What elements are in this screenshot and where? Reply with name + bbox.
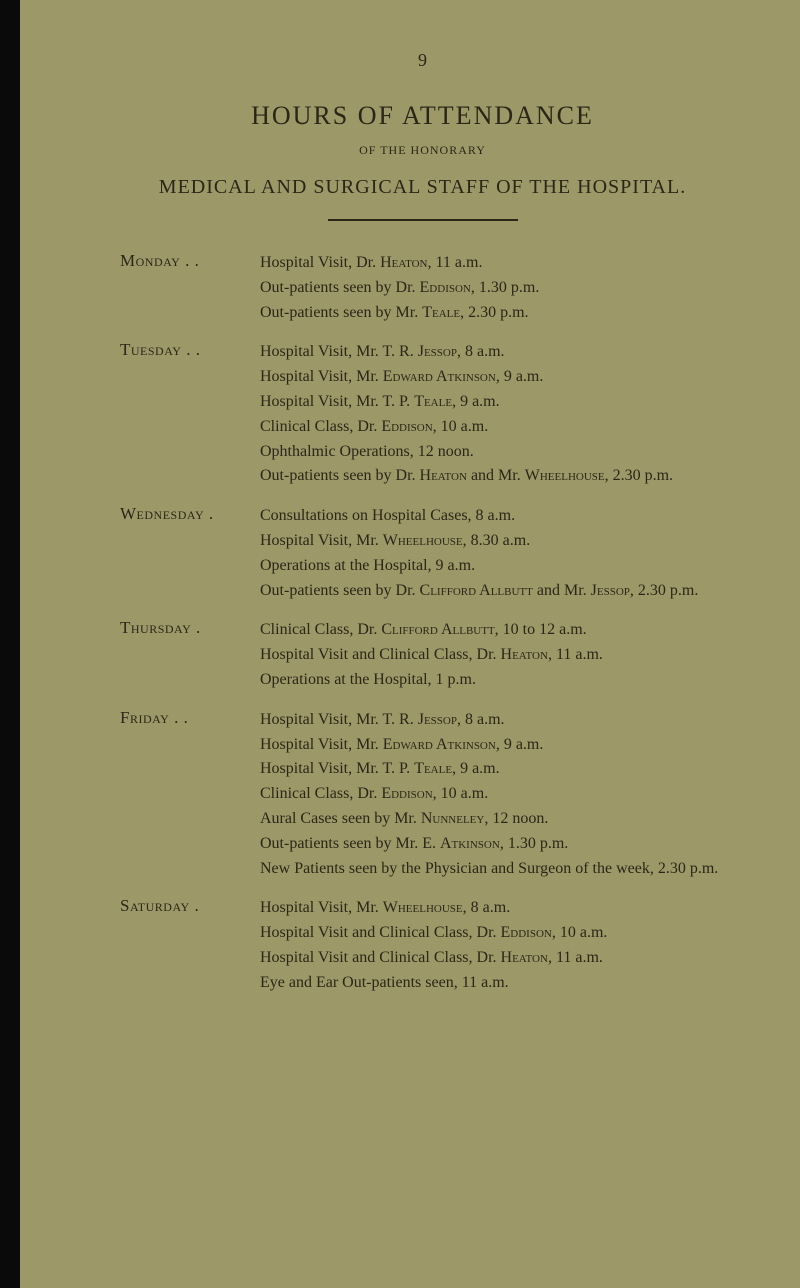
schedule-entry: Operations at the Hospital, 9 a.m. [260,554,725,579]
schedule-entry: Hospital Visit and Clinical Class, Dr. E… [260,921,725,946]
schedule-entry: Operations at the Hospital, 1 p.m. [260,668,725,693]
day-label: Monday . . [120,251,260,340]
day-label: Tuesday . . [120,340,260,504]
day-entries: Consultations on Hospital Cases, 8 a.m.H… [260,504,725,618]
day-row: Thursday .Clinical Class, Dr. Clifford A… [120,618,725,707]
schedule-entry: Aural Cases seen by Mr. Nunneley, 12 noo… [260,807,725,832]
schedule-entry: Hospital Visit, Mr. Edward Atkinson, 9 a… [260,365,725,390]
page-number: 9 [120,50,725,71]
schedule-entry: Hospital Visit, Mr. Wheelhouse, 8 a.m. [260,896,725,921]
schedule-entry: Ophthalmic Operations, 12 noon. [260,440,725,465]
schedule-entry: Out-patients seen by Dr. Heaton and Mr. … [260,464,725,489]
schedule-entry: Clinical Class, Dr. Eddison, 10 a.m. [260,415,725,440]
day-row: Saturday .Hospital Visit, Mr. Wheelhouse… [120,896,725,1010]
divider [328,219,518,221]
schedule-entry: New Patients seen by the Physician and S… [260,857,725,882]
day-label: Wednesday . [120,504,260,618]
schedule-entry: Hospital Visit and Clinical Class, Dr. H… [260,946,725,971]
day-entries: Clinical Class, Dr. Clifford Allbutt, 10… [260,618,725,707]
schedule-entry: Out-patients seen by Dr. Eddison, 1.30 p… [260,276,725,301]
subtitle: OF THE HONORARY [120,143,725,158]
schedule-entry: Hospital Visit, Mr. T. P. Teale, 9 a.m. [260,757,725,782]
day-entries: Hospital Visit, Dr. Heaton, 11 a.m.Out-p… [260,251,725,340]
schedule-entry: Eye and Ear Out-patients seen, 11 a.m. [260,971,725,996]
day-label: Thursday . [120,618,260,707]
schedule-entry: Out-patients seen by Dr. Clifford Allbut… [260,579,725,604]
schedule-entry: Hospital Visit, Mr. T. R. Jessop, 8 a.m. [260,708,725,733]
schedule-entry: Out-patients seen by Mr. E. Atkinson, 1.… [260,832,725,857]
schedule-entry: Clinical Class, Dr. Clifford Allbutt, 10… [260,618,725,643]
schedule-entry: Hospital Visit, Dr. Heaton, 11 a.m. [260,251,725,276]
day-row: Friday . .Hospital Visit, Mr. T. R. Jess… [120,708,725,897]
main-title: HOURS OF ATTENDANCE [120,101,725,131]
schedule-entry: Clinical Class, Dr. Eddison, 10 a.m. [260,782,725,807]
day-row: Tuesday . .Hospital Visit, Mr. T. R. Jes… [120,340,725,504]
day-entries: Hospital Visit, Mr. Wheelhouse, 8 a.m.Ho… [260,896,725,1010]
schedule-entry: Hospital Visit and Clinical Class, Dr. H… [260,643,725,668]
day-entries: Hospital Visit, Mr. T. R. Jessop, 8 a.m.… [260,708,725,897]
schedule-entry: Out-patients seen by Mr. Teale, 2.30 p.m… [260,301,725,326]
schedule-entry: Hospital Visit, Mr. T. R. Jessop, 8 a.m. [260,340,725,365]
schedule-entry: Hospital Visit, Mr. Edward Atkinson, 9 a… [260,733,725,758]
schedule-entry: Consultations on Hospital Cases, 8 a.m. [260,504,725,529]
schedule-entry: Hospital Visit, Mr. T. P. Teale, 9 a.m. [260,390,725,415]
day-row: Monday . .Hospital Visit, Dr. Heaton, 11… [120,251,725,340]
schedule-table: Monday . .Hospital Visit, Dr. Heaton, 11… [120,251,725,1011]
day-entries: Hospital Visit, Mr. T. R. Jessop, 8 a.m.… [260,340,725,504]
schedule-entry: Hospital Visit, Mr. Wheelhouse, 8.30 a.m… [260,529,725,554]
day-label: Friday . . [120,708,260,897]
section-title: MEDICAL AND SURGICAL STAFF OF THE HOSPIT… [120,176,725,199]
day-row: Wednesday .Consultations on Hospital Cas… [120,504,725,618]
day-label: Saturday . [120,896,260,1010]
